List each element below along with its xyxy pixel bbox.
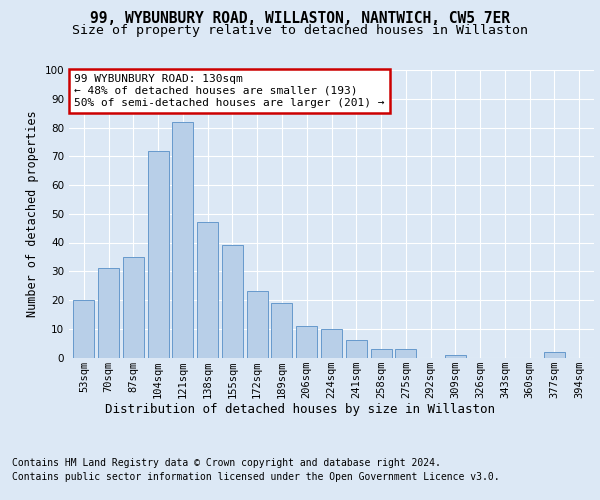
Bar — [544, 352, 565, 358]
Y-axis label: Number of detached properties: Number of detached properties — [26, 110, 39, 317]
Bar — [197, 222, 218, 358]
Bar — [395, 349, 416, 358]
Text: 99, WYBUNBURY ROAD, WILLASTON, NANTWICH, CW5 7ER: 99, WYBUNBURY ROAD, WILLASTON, NANTWICH,… — [90, 11, 510, 26]
Bar — [73, 300, 94, 358]
Bar — [98, 268, 119, 358]
Bar — [321, 329, 342, 358]
Bar — [148, 150, 169, 358]
Bar — [445, 354, 466, 358]
Text: Contains public sector information licensed under the Open Government Licence v3: Contains public sector information licen… — [12, 472, 500, 482]
Bar — [371, 349, 392, 358]
Bar — [123, 257, 144, 358]
Bar — [296, 326, 317, 358]
Bar — [222, 246, 243, 358]
Bar — [247, 292, 268, 358]
Text: Contains HM Land Registry data © Crown copyright and database right 2024.: Contains HM Land Registry data © Crown c… — [12, 458, 441, 468]
Bar — [346, 340, 367, 357]
Text: 99 WYBUNBURY ROAD: 130sqm
← 48% of detached houses are smaller (193)
50% of semi: 99 WYBUNBURY ROAD: 130sqm ← 48% of detac… — [74, 74, 385, 108]
Text: Distribution of detached houses by size in Willaston: Distribution of detached houses by size … — [105, 402, 495, 415]
Bar — [271, 303, 292, 358]
Text: Size of property relative to detached houses in Willaston: Size of property relative to detached ho… — [72, 24, 528, 37]
Bar — [172, 122, 193, 358]
